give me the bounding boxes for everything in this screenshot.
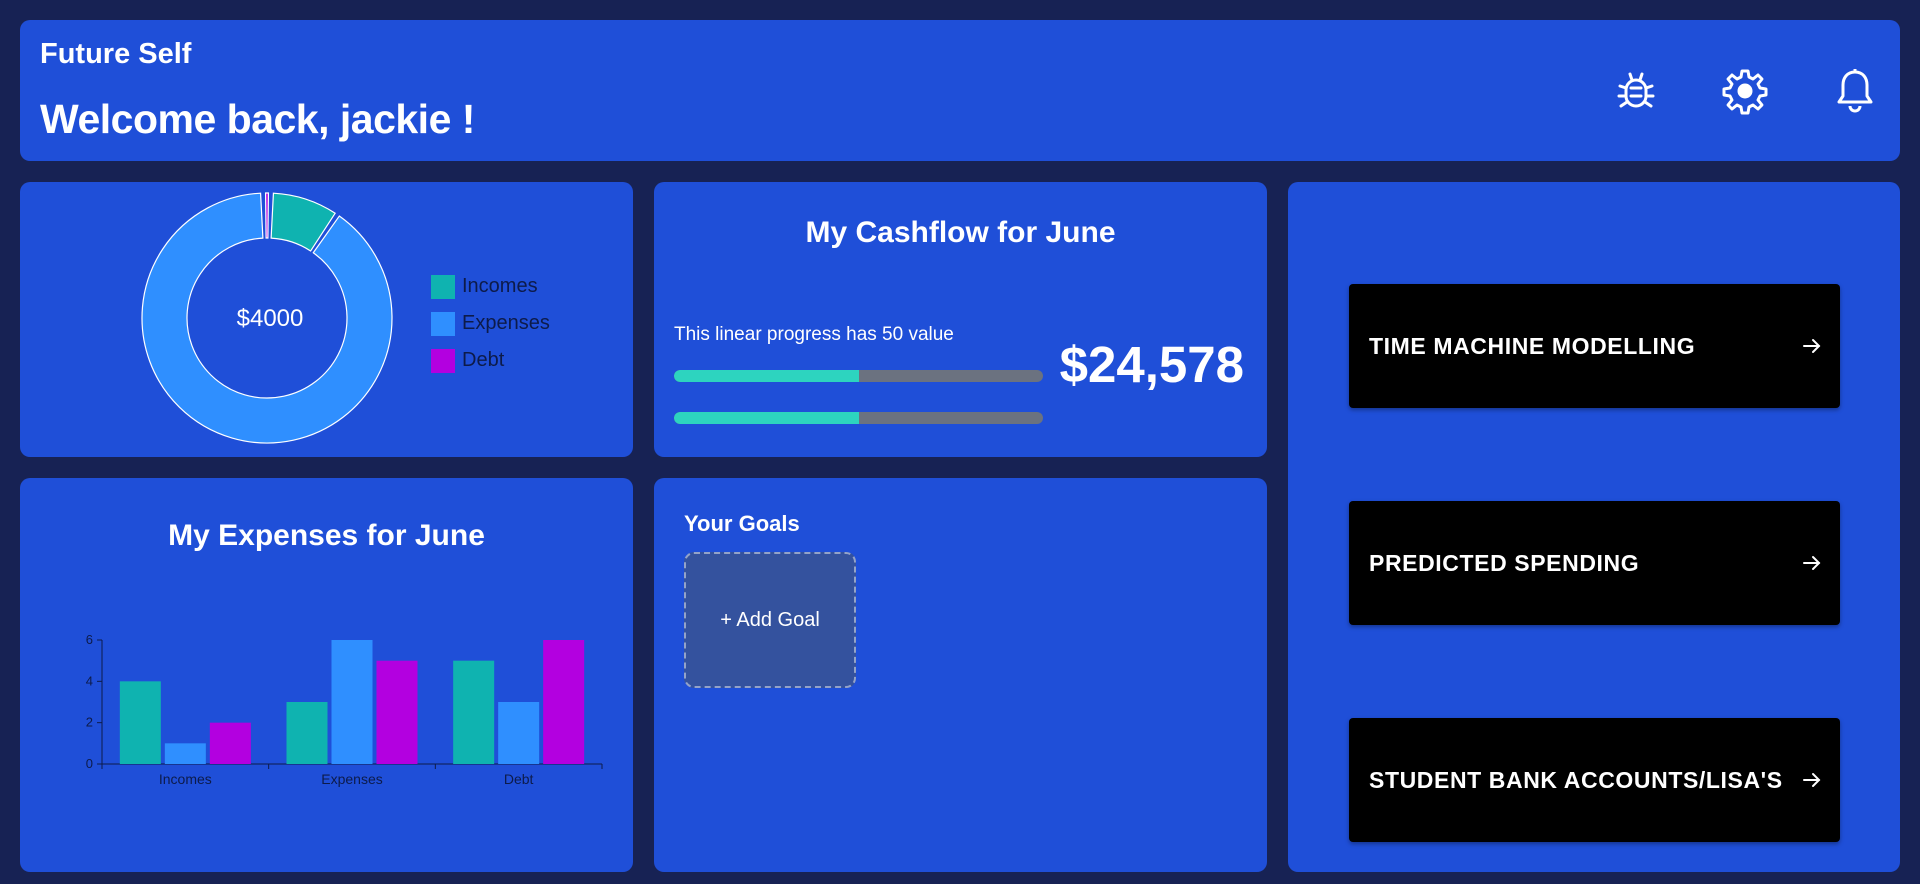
expenses-title: My Expenses for June [168,519,485,552]
progress-bar-2 [674,412,1043,424]
y-tick-label: 0 [86,756,93,771]
bar-incomes-1 [164,743,206,764]
cashflow-amount: $24,578 [1059,336,1244,393]
bug-icon[interactable] [1611,66,1661,116]
arrow-right-icon [1803,556,1821,570]
legend-swatch [431,311,455,336]
progress-bar-1 [674,370,1043,382]
legend-label: Debt [462,349,505,371]
legend-item-debt[interactable]: Debt [431,342,550,379]
goals-card: Your Goals + Add Goal [654,478,1267,872]
add-goal-label: + Add Goal [720,608,820,631]
expenses-chart-card: My Expenses for June 0 2 4 6 Incomes Expenses… [20,478,633,872]
x-tick-label: Incomes [159,771,212,787]
y-tick-label: 4 [86,673,93,688]
bar-incomes-0 [119,681,161,764]
expenses-bar-chart: 0 2 4 6 Incomes Expenses Debt [86,632,603,787]
progress-fill [674,370,859,382]
legend-item-expenses[interactable]: Expenses [431,305,550,342]
bar-expenses-0 [286,702,328,764]
y-tick-label: 2 [86,715,93,730]
navigation-card: TIME MACHINE MODELLING PREDICTED SPENDIN… [1288,182,1900,872]
bar-expenses-2 [376,660,418,764]
arrow-right-icon [1803,773,1821,787]
donut-slice-debt [264,192,270,239]
donut-chart [141,192,393,444]
donut-center-value: $4000 [236,305,304,332]
x-tick-label: Debt [504,771,534,787]
time-machine-modelling-button[interactable]: TIME MACHINE MODELLING [1349,284,1840,408]
bar-debt-1 [498,702,540,764]
student-bank-accounts-button[interactable]: STUDENT BANK ACCOUNTS/LISA'S [1349,718,1840,842]
arrow-right-icon [1803,339,1821,353]
bar-debt-0 [453,660,495,764]
legend-item-incomes[interactable]: Incomes [431,268,550,305]
header-bar: Future Self Welcome back, jackie ! [20,20,1900,161]
goals-title: Your Goals [684,511,800,536]
welcome-message: Welcome back, jackie ! [40,96,475,142]
predicted-spending-button[interactable]: PREDICTED SPENDING [1349,501,1840,625]
cashflow-card: My Cashflow for June This linear progres… [654,182,1267,457]
button-label: STUDENT BANK ACCOUNTS/LISA'S [1369,766,1783,793]
progress-caption: This linear progress has 50 value [674,324,954,345]
button-label: PREDICTED SPENDING [1369,549,1640,576]
donut-slice-expenses [141,192,393,444]
y-tick-label: 6 [86,632,93,647]
bar-debt-2 [543,640,585,764]
add-goal-button[interactable]: + Add Goal [684,552,856,688]
donut-legend: Incomes Expenses Debt [431,268,550,379]
legend-swatch [431,348,455,373]
gear-icon[interactable] [1720,66,1770,116]
legend-swatch [431,274,455,299]
legend-label: Incomes [462,275,538,297]
x-tick-label: Expenses [321,771,382,787]
summary-donut-card: $4000 Incomes Expenses Debt [20,182,633,457]
legend-label: Expenses [462,312,550,334]
donut-slice-incomes [270,192,337,252]
app-title: Future Self [40,38,192,70]
bar-expenses-1 [331,640,373,764]
progress-fill [674,412,859,424]
cashflow-title: My Cashflow for June [805,216,1116,249]
button-label: TIME MACHINE MODELLING [1369,332,1696,359]
bell-icon[interactable] [1830,66,1880,116]
bar-incomes-2 [209,722,251,764]
